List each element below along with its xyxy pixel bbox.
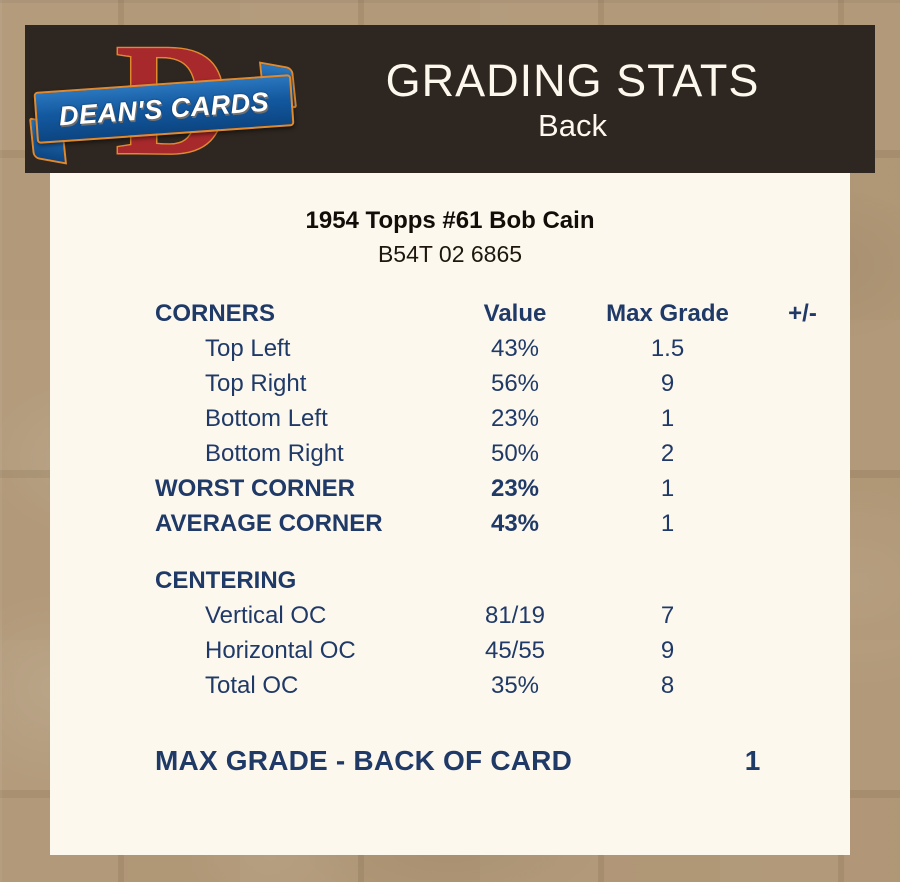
table-row: Horizontal OC 45/55 9 — [155, 633, 855, 668]
row-value: 23% — [490, 474, 540, 502]
row-pm — [750, 506, 855, 541]
row-max: 9 — [660, 369, 675, 397]
row-label: Total OC — [205, 671, 299, 699]
column-header-max-grade: Max Grade — [606, 299, 729, 327]
deans-cards-logo: D DEAN'S CARDS — [25, 18, 300, 181]
table-row: Vertical OC 81/19 7 — [155, 598, 855, 633]
row-max: 1 — [660, 404, 675, 432]
row-pm — [750, 366, 855, 401]
table-row-average-corner: AVERAGE CORNER 43% 1 — [155, 506, 855, 541]
row-max: 9 — [660, 636, 675, 664]
table-row: Bottom Left 23% 1 — [155, 401, 855, 436]
row-label: Top Left — [205, 334, 291, 362]
row-value: 81/19 — [484, 601, 546, 629]
row-label: Top Right — [205, 369, 307, 397]
header-titles: GRADING STATS Back — [300, 54, 875, 144]
max-grade-summary: MAX GRADE - BACK OF CARD 1 — [155, 745, 855, 777]
row-max: 1 — [660, 509, 675, 537]
row-label: WORST CORNER — [155, 474, 355, 502]
row-pm — [750, 436, 855, 471]
column-header-corners: CORNERS — [155, 299, 276, 327]
row-pm — [750, 633, 855, 668]
row-pm — [750, 471, 855, 506]
section-spacer — [155, 541, 855, 563]
row-value: 23% — [490, 404, 540, 432]
page-title: GRADING STATS — [385, 54, 760, 106]
row-label: AVERAGE CORNER — [155, 509, 383, 537]
row-value: 43% — [490, 334, 540, 362]
row-label: Bottom Left — [205, 404, 328, 432]
column-header-plus-minus: +/- — [788, 299, 817, 327]
row-max: 1.5 — [650, 334, 685, 362]
row-value: 56% — [490, 369, 540, 397]
page-subtitle: Back — [538, 108, 607, 144]
row-max: 7 — [660, 601, 675, 629]
max-grade-value: 1 — [744, 745, 761, 776]
table-row: Top Right 56% 9 — [155, 366, 855, 401]
stats-panel: 1954 Topps #61 Bob Cain B54T 02 6865 COR… — [50, 173, 850, 855]
row-value: 35% — [490, 671, 540, 699]
row-max: 1 — [660, 474, 675, 502]
section-title-centering: CENTERING — [155, 566, 297, 594]
header-bar: D DEAN'S CARDS GRADING STATS Back — [25, 18, 875, 181]
row-pm — [750, 401, 855, 436]
table-row-worst-corner: WORST CORNER 23% 1 — [155, 471, 855, 506]
card-id: B54T 02 6865 — [377, 241, 523, 267]
grading-stats-table: CORNERS Value Max Grade +/- Top Left 43%… — [155, 296, 855, 703]
row-label: Horizontal OC — [205, 636, 356, 664]
column-header-value: Value — [483, 299, 547, 327]
card-title: 1954 Topps #61 Bob Cain — [305, 207, 595, 234]
row-pm — [750, 598, 855, 633]
row-value: 45/55 — [484, 636, 546, 664]
row-max: 2 — [660, 439, 675, 467]
row-value: 50% — [490, 439, 540, 467]
max-grade-label: MAX GRADE - BACK OF CARD — [155, 745, 573, 776]
row-pm — [750, 668, 855, 703]
row-pm — [750, 331, 855, 366]
table-header-row: CORNERS Value Max Grade +/- — [155, 296, 855, 331]
logo-wordmark: DEAN'S CARDS — [57, 86, 270, 131]
table-row: Bottom Right 50% 2 — [155, 436, 855, 471]
table-row: Top Left 43% 1.5 — [155, 331, 855, 366]
row-label: Vertical OC — [205, 601, 327, 629]
section-header-centering: CENTERING — [155, 563, 855, 598]
table-row: Total OC 35% 8 — [155, 668, 855, 703]
row-value: 43% — [490, 509, 540, 537]
row-max: 8 — [660, 671, 675, 699]
row-label: Bottom Right — [205, 439, 344, 467]
